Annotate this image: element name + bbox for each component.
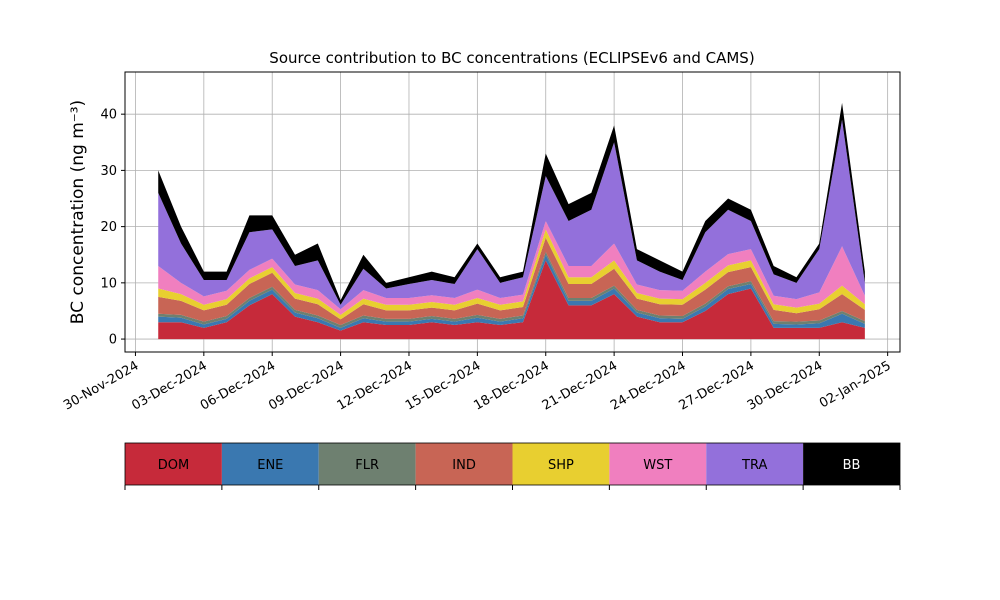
x-tick-label: 09-Dec-2024 [266, 358, 346, 413]
y-tick-label: 30 [100, 164, 117, 179]
legend-label: ENE [257, 458, 283, 473]
y-tick-label: 20 [100, 220, 117, 235]
x-tick-label: 27-Dec-2024 [676, 358, 756, 413]
x-tick-label: 30-Nov-2024 [61, 358, 141, 413]
x-tick-label: 06-Dec-2024 [198, 358, 278, 413]
legend-label: FLR [355, 458, 379, 473]
legend-swatch [318, 443, 416, 485]
area [158, 229, 865, 320]
x-tick-label: 18-Dec-2024 [471, 358, 551, 413]
legend-label: SHP [548, 458, 574, 473]
area [158, 260, 865, 340]
area [158, 251, 865, 328]
y-axis-label: BC concentration (ng m⁻³) [68, 100, 88, 324]
legend-swatch [221, 443, 319, 485]
x-tick-label: 21-Dec-2024 [540, 358, 620, 413]
plot-frame [124, 71, 901, 353]
y-tick-label: 0 [109, 333, 117, 348]
legend-label: DOM [158, 458, 189, 473]
legend-swatch [512, 443, 610, 485]
area [158, 237, 865, 326]
x-tick-label: 03-Dec-2024 [129, 358, 209, 413]
legend-swatch [125, 443, 222, 485]
legend-swatch [415, 443, 513, 485]
area [158, 119, 865, 310]
x-tick-label: 30-Dec-2024 [745, 358, 825, 413]
area [158, 102, 865, 305]
legend-label: WST [643, 458, 672, 473]
x-tick-label: 12-Dec-2024 [335, 358, 415, 413]
legend-swatch [609, 443, 707, 485]
chart-title: Source contribution to BC concentrations… [269, 49, 754, 67]
legend-swatch [706, 443, 804, 485]
area [158, 221, 865, 315]
x-tick-label: 24-Dec-2024 [608, 358, 688, 413]
y-tick-label: 40 [100, 108, 117, 123]
x-tick-label: 15-Dec-2024 [403, 358, 483, 413]
x-tick-label: 02-Jan-2025 [817, 358, 894, 411]
y-tick-label: 10 [100, 276, 117, 291]
legend-swatch [803, 443, 900, 485]
legend-label: TRA [741, 458, 767, 473]
legend-label: BB [843, 458, 861, 473]
area [158, 254, 865, 331]
legend-label: IND [452, 458, 476, 473]
